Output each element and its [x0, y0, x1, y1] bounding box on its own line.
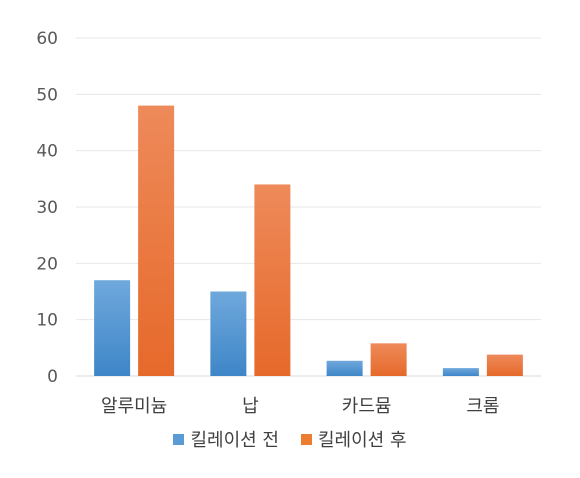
- legend-item-series-1: 킬레이션 전: [173, 426, 279, 452]
- legend: 킬레이션 전 킬레이션 후: [0, 426, 580, 452]
- y-tick-label: 40: [36, 142, 58, 162]
- bar-after-0: [138, 105, 175, 376]
- y-tick-label: 0: [47, 367, 58, 387]
- bars: [94, 105, 523, 376]
- y-tick-label: 20: [36, 254, 58, 274]
- bar-before-3: [442, 368, 479, 376]
- x-category-label: 알루미늄: [101, 396, 167, 417]
- bar-before-1: [210, 291, 247, 376]
- y-tick-label: 50: [36, 85, 58, 105]
- y-tick-label: 30: [36, 198, 58, 218]
- x-category-label: 크롬: [466, 396, 499, 417]
- bar-before-2: [326, 360, 363, 376]
- bar-after-2: [370, 343, 407, 376]
- y-tick-label: 10: [36, 311, 58, 331]
- legend-swatch-series-2: [301, 433, 312, 445]
- legend-swatch-series-1: [173, 433, 185, 445]
- bar-after-3: [486, 354, 523, 376]
- x-category-label: 납: [242, 396, 259, 417]
- legend-label-series-1: 킬레이션 전: [190, 430, 279, 451]
- bar-before-0: [94, 280, 131, 376]
- bar-after-1: [254, 184, 291, 376]
- y-tick-label: 60: [36, 29, 58, 49]
- x-category-label: 카드뮴: [342, 396, 392, 417]
- legend-item-series-2: 킬레이션 후: [301, 426, 407, 452]
- x-axis-categories: 알루미늄 납 카드뮴 크롬: [101, 396, 499, 417]
- y-axis-ticks: 0 10 20 30 40 50 60: [36, 29, 58, 387]
- legend-label-series-2: 킬레이션 후: [318, 430, 407, 451]
